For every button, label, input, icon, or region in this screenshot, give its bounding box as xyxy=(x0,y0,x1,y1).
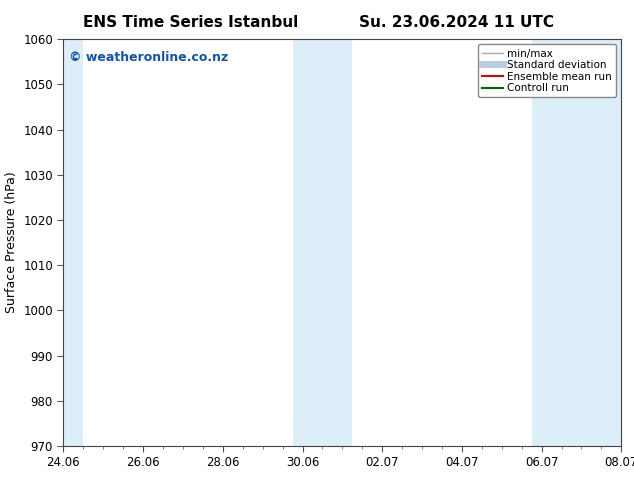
Bar xyxy=(532,39,571,446)
Y-axis label: Surface Pressure (hPa): Surface Pressure (hPa) xyxy=(4,172,18,314)
Bar xyxy=(571,39,622,446)
Text: Su. 23.06.2024 11 UTC: Su. 23.06.2024 11 UTC xyxy=(359,15,554,30)
Text: © weatheronline.co.nz: © weatheronline.co.nz xyxy=(69,51,228,64)
Text: ENS Time Series Istanbul: ENS Time Series Istanbul xyxy=(82,15,298,30)
Bar xyxy=(292,39,353,446)
Bar xyxy=(63,39,82,446)
Legend: min/max, Standard deviation, Ensemble mean run, Controll run: min/max, Standard deviation, Ensemble me… xyxy=(478,45,616,98)
